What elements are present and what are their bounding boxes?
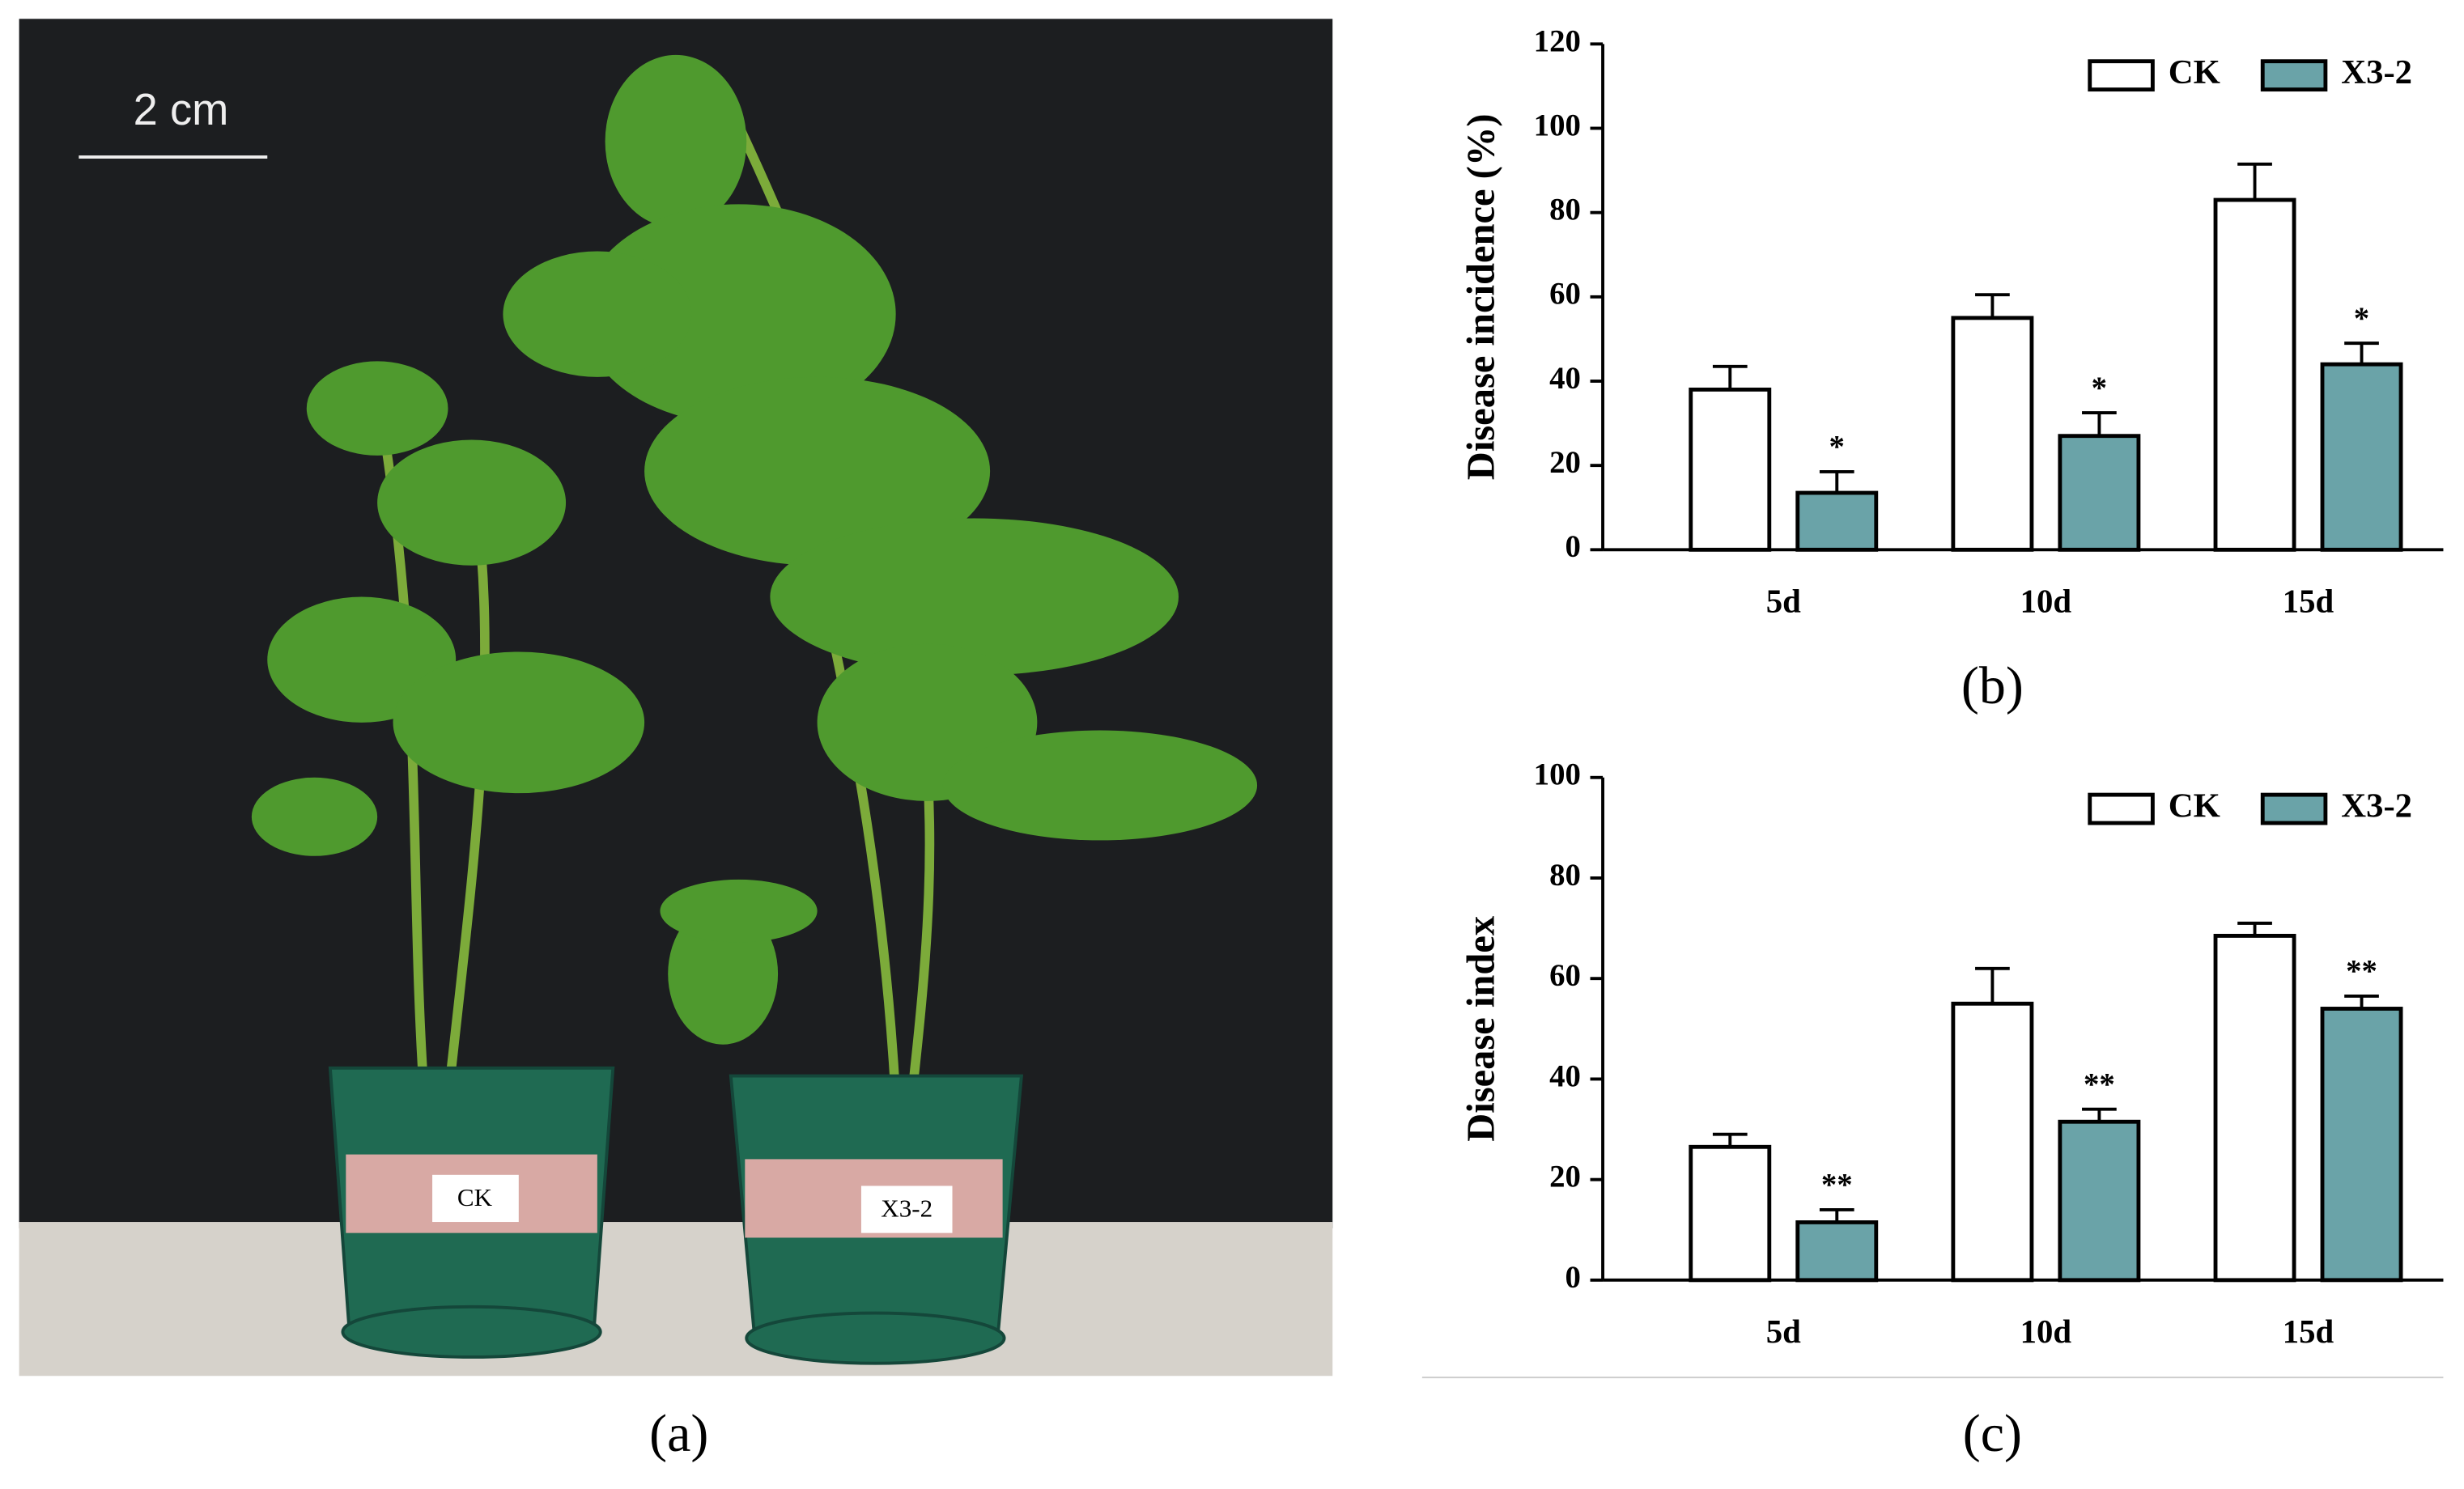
y-tick-label: 100 bbox=[1534, 108, 1581, 142]
y-tick-label: 40 bbox=[1549, 361, 1581, 396]
y-tick-label: 0 bbox=[1565, 529, 1580, 564]
significance: ** bbox=[2346, 954, 2377, 989]
panel-caption: (b) bbox=[1961, 656, 2024, 715]
significance: ** bbox=[1821, 1168, 1853, 1203]
legend-swatch bbox=[2088, 792, 2155, 825]
x-tick-label: 10d bbox=[2020, 583, 2072, 620]
y-axis-label: Disease incidence (%) bbox=[1460, 113, 1503, 480]
bar bbox=[1689, 387, 1772, 552]
legend-label: X3-2 bbox=[2341, 787, 2412, 825]
scale-label: 2 cm bbox=[134, 85, 229, 134]
bar bbox=[2320, 362, 2403, 552]
bar bbox=[1951, 1001, 2034, 1283]
significance: * bbox=[1829, 430, 1845, 465]
y-tick-label: 20 bbox=[1549, 1160, 1581, 1194]
bar bbox=[2058, 1119, 2141, 1283]
y-tick-label: 60 bbox=[1549, 958, 1581, 993]
y-tick-label: 80 bbox=[1549, 193, 1581, 227]
legend-label: CK bbox=[2169, 53, 2220, 91]
y-tick-label: 120 bbox=[1534, 23, 1581, 58]
bar bbox=[2213, 933, 2296, 1283]
y-tick-label: 40 bbox=[1549, 1058, 1581, 1093]
legend-swatch bbox=[2260, 59, 2328, 92]
bar bbox=[1689, 1144, 1772, 1283]
x-tick-label: 15d bbox=[2283, 583, 2334, 620]
legend-swatch bbox=[2088, 59, 2155, 92]
x-tick-label: 5d bbox=[1766, 1313, 1801, 1350]
bar bbox=[2058, 434, 2141, 552]
pot-label: CK bbox=[457, 1183, 493, 1211]
bar bbox=[2213, 197, 2296, 552]
y-axis-label: Disease index bbox=[1460, 916, 1503, 1142]
y-tick-label: 60 bbox=[1549, 277, 1581, 312]
x-tick-label: 15d bbox=[2283, 1313, 2334, 1350]
y-tick-label: 0 bbox=[1565, 1260, 1580, 1295]
legend-swatch bbox=[2260, 792, 2328, 825]
y-tick-label: 100 bbox=[1534, 757, 1581, 792]
x-tick-label: 5d bbox=[1766, 583, 1801, 620]
photo: 2 cm CK X3-2 (a) bbox=[19, 19, 1333, 1463]
x-tick-label: 10d bbox=[2020, 1313, 2072, 1350]
y-tick-label: 20 bbox=[1549, 445, 1581, 480]
bar bbox=[1795, 1220, 1879, 1283]
panel-caption: (a) bbox=[649, 1404, 708, 1463]
significance: * bbox=[2092, 371, 2107, 405]
legend-label: X3-2 bbox=[2341, 53, 2412, 91]
legend-label: CK bbox=[2169, 787, 2220, 825]
y-tick-label: 80 bbox=[1549, 858, 1581, 893]
bar bbox=[2320, 1007, 2403, 1283]
bar bbox=[1795, 490, 1879, 552]
pot-label: X3-2 bbox=[881, 1194, 932, 1223]
bar bbox=[1951, 316, 2034, 552]
significance: ** bbox=[2084, 1067, 2115, 1101]
panel-caption: (c) bbox=[1963, 1404, 2022, 1463]
significance: * bbox=[2354, 301, 2369, 336]
